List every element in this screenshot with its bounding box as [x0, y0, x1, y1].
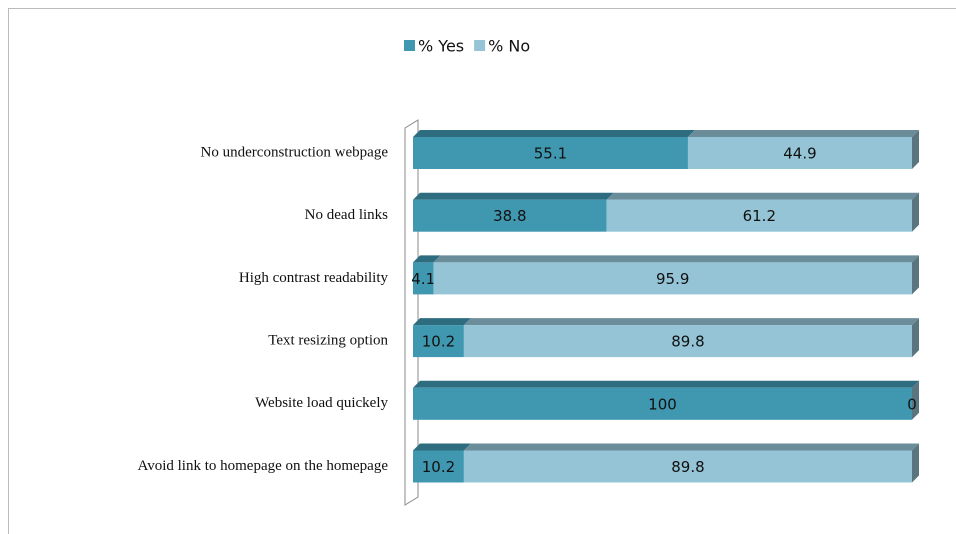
bar-top-face	[413, 192, 614, 200]
bar-top-face	[463, 443, 919, 451]
bar-segment	[413, 255, 441, 295]
value-label: 10.2	[422, 458, 455, 476]
bar-segment	[912, 380, 919, 420]
value-label: 95.9	[656, 270, 689, 288]
bar-front-face	[413, 450, 464, 483]
bar-top-face	[413, 318, 471, 326]
bar-side-face	[912, 380, 919, 420]
bar-segment	[413, 443, 471, 483]
value-label: 38.8	[493, 207, 526, 225]
bar-segment	[433, 255, 919, 295]
bar-segment	[413, 380, 919, 420]
legend: % Yes % No	[404, 37, 530, 56]
bar-top-face	[413, 130, 695, 137]
bar-front-face	[413, 325, 464, 358]
bar-front-face	[413, 262, 434, 295]
bar-segment	[413, 130, 695, 169]
bar-top-face	[413, 255, 441, 263]
value-label: 61.2	[743, 207, 776, 225]
value-label: 89.8	[671, 333, 704, 351]
bar-front-face	[606, 199, 912, 232]
bar-segment	[606, 192, 919, 232]
value-label: 4.1	[411, 270, 435, 288]
value-label: 0	[907, 395, 917, 413]
category-label: No dead links	[305, 207, 388, 223]
bar-top-face	[463, 318, 919, 326]
value-label: 10.2	[422, 333, 455, 351]
bar-top-face	[413, 380, 919, 388]
bar-top-face	[433, 255, 919, 263]
bar-side-face	[912, 443, 919, 483]
legend-label: % No	[488, 37, 530, 56]
bar-front-face	[463, 325, 912, 358]
legend-swatch	[474, 40, 486, 51]
legend-label: % Yes	[418, 37, 464, 56]
bar-front-face	[413, 199, 607, 232]
category-label: High contrast readability	[239, 270, 389, 286]
value-label: 89.8	[671, 458, 704, 476]
bar-segment	[413, 192, 614, 232]
value-label: 44.9	[783, 145, 816, 163]
bar-front-face	[463, 450, 912, 483]
bar-segment	[463, 318, 919, 358]
bar-side-face	[912, 192, 919, 232]
bar-segment	[463, 443, 919, 483]
bar-segment	[413, 318, 471, 358]
bar-front-face	[687, 137, 912, 169]
category-label: Text resizing option	[268, 333, 388, 349]
frame	[8, 8, 956, 534]
category-label: Avoid link to homepage on the homepage	[138, 458, 389, 474]
value-label: 100	[648, 395, 677, 413]
side-wall	[404, 119, 419, 506]
legend-swatch	[404, 40, 415, 51]
bar-side-face	[912, 130, 919, 169]
bar-front-face	[433, 262, 912, 295]
bar-side-face	[912, 255, 919, 295]
bar-top-face	[413, 443, 471, 451]
bar-side-face	[912, 318, 919, 358]
bar-front-face	[413, 387, 912, 420]
bar-front-face	[413, 137, 688, 169]
bar-top-face	[606, 192, 919, 200]
value-label: 55.1	[534, 145, 567, 163]
bar-segment	[687, 130, 919, 169]
category-label: No underconstruction webpage	[201, 144, 389, 160]
category-label: Website load quickely	[255, 395, 388, 411]
bar-top-face	[687, 130, 919, 137]
